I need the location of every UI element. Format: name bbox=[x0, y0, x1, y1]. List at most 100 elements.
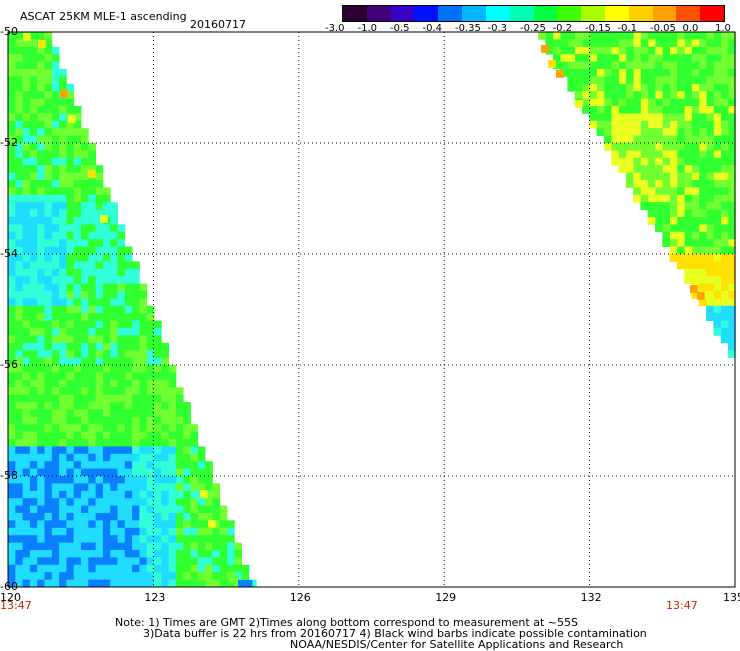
swath-cell bbox=[154, 357, 162, 366]
swath-cell bbox=[51, 550, 60, 558]
swath-cell bbox=[15, 76, 23, 85]
swath-cell bbox=[73, 416, 82, 425]
swath-cell bbox=[88, 202, 96, 210]
swath-cell bbox=[88, 379, 96, 388]
swath-cell bbox=[662, 135, 670, 144]
swath-cell bbox=[132, 505, 140, 514]
swath-cell bbox=[73, 276, 82, 284]
swath-cell bbox=[146, 416, 155, 425]
swath-cell bbox=[139, 357, 148, 366]
swath-cell bbox=[676, 54, 685, 62]
swath-cell bbox=[15, 557, 23, 566]
swath-cell bbox=[44, 120, 53, 129]
swath-cell bbox=[22, 209, 31, 218]
swath-cell bbox=[44, 416, 53, 425]
swath-cell bbox=[713, 61, 722, 70]
swath-cell bbox=[669, 128, 678, 136]
swath-cell bbox=[713, 32, 722, 40]
swath-cell bbox=[618, 83, 627, 92]
swath-cell bbox=[633, 91, 641, 99]
swath-cell bbox=[81, 209, 89, 218]
swath-cell bbox=[691, 276, 700, 284]
swath-cell bbox=[691, 261, 700, 270]
swath-cell bbox=[22, 143, 31, 151]
swath-cell bbox=[611, 135, 619, 144]
swath-cell bbox=[706, 165, 714, 173]
swath-cell bbox=[655, 172, 663, 181]
swath-cell bbox=[720, 39, 729, 48]
swath-cell bbox=[59, 320, 67, 329]
swath-cell bbox=[720, 46, 729, 55]
swath-cell bbox=[81, 483, 89, 492]
swath-cell bbox=[22, 387, 31, 395]
swath-cell bbox=[713, 113, 722, 122]
swath-cell bbox=[618, 150, 627, 159]
swath-cell bbox=[124, 335, 133, 344]
swath-cell bbox=[81, 535, 89, 543]
swath-cell bbox=[44, 379, 53, 388]
swath-cell bbox=[95, 557, 104, 566]
swath-cell bbox=[117, 520, 126, 529]
swath-cell bbox=[161, 409, 169, 418]
swath-cell bbox=[15, 261, 23, 270]
swath-cell bbox=[22, 320, 31, 329]
swath-cell bbox=[51, 150, 60, 159]
swath-cell bbox=[81, 557, 89, 566]
swath-cell bbox=[81, 254, 89, 262]
swath-cell bbox=[219, 535, 228, 543]
swath-cell bbox=[248, 579, 257, 588]
swath-cell bbox=[720, 172, 729, 181]
swath-cell bbox=[168, 564, 177, 573]
swath-cell bbox=[691, 202, 700, 210]
graticule bbox=[8, 32, 735, 587]
swath-cell bbox=[698, 239, 707, 247]
swath-cell bbox=[567, 54, 576, 62]
swath-cell bbox=[596, 120, 605, 129]
swath-cell bbox=[124, 483, 133, 492]
swath-cell bbox=[190, 439, 199, 447]
swath-cell bbox=[713, 254, 722, 262]
swath-cell bbox=[669, 180, 678, 188]
swath-cell bbox=[168, 579, 177, 588]
swath-cell bbox=[73, 350, 82, 358]
swath-cell bbox=[15, 579, 23, 588]
swath-cell bbox=[59, 461, 67, 469]
swath-cell bbox=[95, 527, 104, 536]
swath-cell bbox=[720, 231, 729, 240]
swath-cell bbox=[647, 165, 656, 173]
swath-cell bbox=[66, 313, 75, 321]
swath-cell bbox=[713, 268, 722, 277]
swath-cell bbox=[44, 194, 53, 203]
swath-cell bbox=[59, 150, 67, 159]
swath-cell bbox=[552, 46, 561, 55]
swath-cell bbox=[73, 365, 82, 373]
swath-cell bbox=[161, 490, 169, 499]
colorbar-swatch bbox=[390, 6, 415, 21]
swath-cell bbox=[59, 283, 67, 292]
swath-cell bbox=[720, 180, 729, 188]
swath-cell bbox=[117, 342, 126, 351]
swath-cell bbox=[205, 542, 213, 551]
swath-cell bbox=[655, 91, 663, 99]
swath-cell bbox=[110, 394, 118, 403]
swath-cell bbox=[139, 505, 148, 514]
swath-cell bbox=[691, 120, 700, 129]
swath-cell bbox=[110, 402, 118, 410]
swath-cell bbox=[676, 150, 685, 159]
swath-cell bbox=[95, 172, 104, 181]
swath-cell bbox=[698, 69, 707, 77]
swath-cell bbox=[37, 69, 45, 77]
swath-cell bbox=[110, 572, 118, 580]
swath-cell bbox=[647, 61, 656, 70]
swath-cell bbox=[154, 579, 162, 588]
swath-cell bbox=[22, 313, 31, 321]
swath-cell bbox=[728, 305, 736, 314]
swath-cell bbox=[37, 520, 45, 529]
swath-cell bbox=[29, 446, 38, 455]
swath-cell bbox=[29, 32, 38, 40]
swath-cell bbox=[574, 54, 583, 62]
swath-cell bbox=[59, 106, 67, 114]
swath-cell bbox=[110, 505, 118, 514]
swath-cell bbox=[102, 483, 111, 492]
swath-cell bbox=[662, 61, 670, 70]
